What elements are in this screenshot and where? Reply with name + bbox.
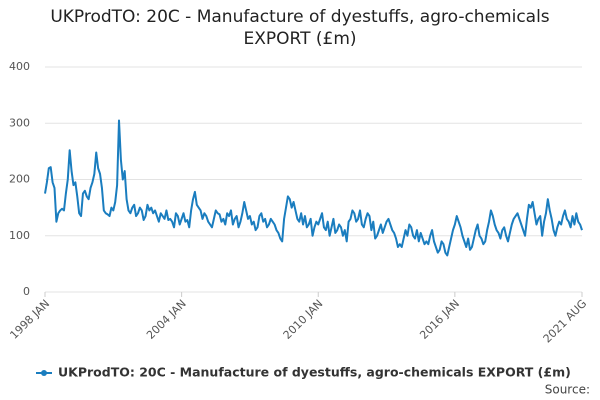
chart-title: UKProdTO: 20C - Manufacture of dyestuffs… xyxy=(50,7,550,49)
x-tick-label: 2010 JAN xyxy=(281,297,326,342)
source-label: Source: xyxy=(545,383,590,397)
y-tick-label: 0 xyxy=(23,285,30,298)
legend-marker xyxy=(41,370,47,376)
y-tick-label: 300 xyxy=(9,116,30,129)
x-tick-label: 2016 JAN xyxy=(417,297,462,342)
legend-label: UKProdTO: 20C - Manufacture of dyestuffs… xyxy=(58,365,571,380)
x-tick-label: 2021 AUG xyxy=(541,297,590,346)
y-tick-label: 100 xyxy=(9,229,30,242)
x-tick-label: 2004 JAN xyxy=(144,297,189,342)
x-tick-label: 1998 JAN xyxy=(7,297,52,342)
data-line xyxy=(44,119,583,257)
y-tick-label: 200 xyxy=(9,173,30,186)
y-tick-label: 400 xyxy=(9,60,30,73)
